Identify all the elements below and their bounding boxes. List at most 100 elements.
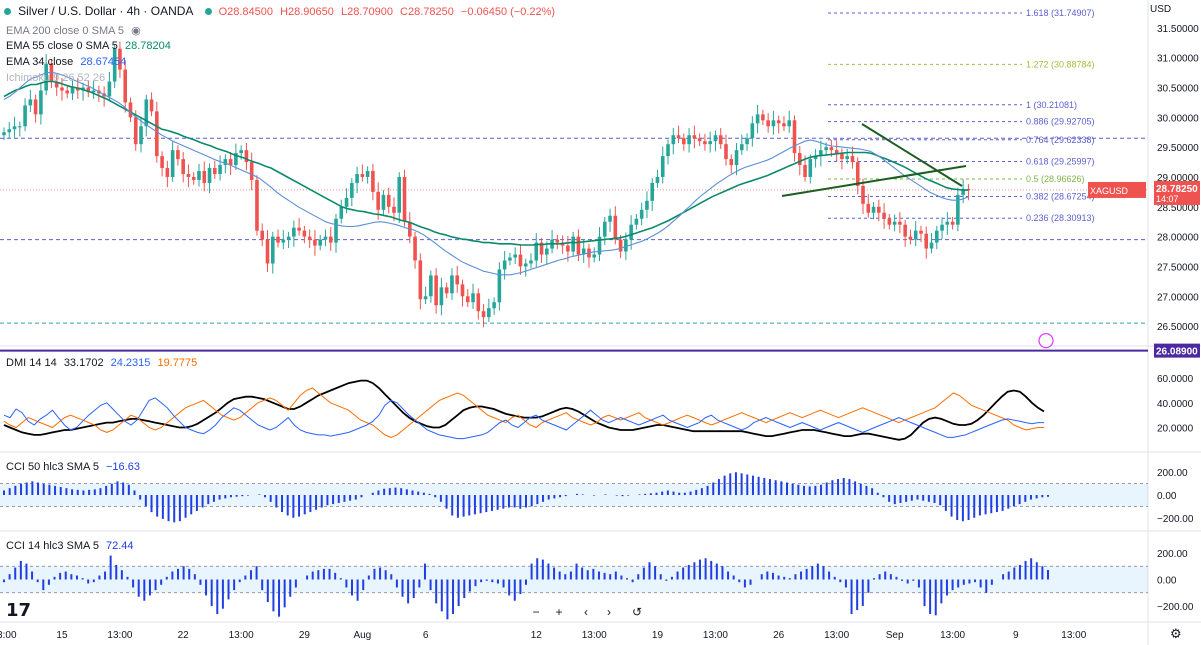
candle-body — [44, 63, 48, 91]
candle-body — [28, 99, 33, 106]
symbol-title[interactable]: Silver / U.S. Dollar · 4h · OANDA — [18, 4, 194, 18]
candle-body — [581, 248, 586, 255]
legend-ema55[interactable]: EMA 55 close 0 SMA 5 28.78204 — [6, 40, 175, 52]
price-tick-label: 30.00000 — [1157, 113, 1199, 124]
candle-body — [755, 114, 760, 124]
candle-body — [413, 236, 417, 261]
candle-body — [307, 236, 312, 240]
candle-body — [745, 138, 749, 145]
candle-body — [487, 308, 491, 318]
candle-body — [592, 254, 597, 258]
close-value: C28.78250 — [400, 6, 454, 18]
legend-cci50[interactable]: CCI 50 hlc3 SMA 5 −16.63 — [6, 461, 144, 473]
price-tick-label: 26.50000 — [1157, 322, 1199, 333]
dmi-line-minus — [3, 387, 1044, 438]
ema55-label: EMA 55 close 0 SMA 5 — [6, 40, 118, 52]
candle-body — [133, 117, 138, 145]
high-value: H28.90650 — [280, 6, 334, 18]
ema55-value: 28.78204 — [124, 40, 171, 52]
candle-body — [502, 260, 507, 270]
cci14-label: CCI 14 hlc3 SMA 5 — [6, 540, 99, 552]
candle-body — [908, 236, 913, 240]
time-tick-label: Sep — [886, 630, 904, 641]
price-tick-label: 31.50000 — [1157, 24, 1199, 35]
candle-body — [70, 87, 75, 94]
candle-body — [787, 120, 792, 127]
fib-label: 0.886 (29.92705) — [1026, 117, 1095, 127]
legend-ema34[interactable]: EMA 34 close 28.67454 — [6, 56, 130, 68]
candle-body — [91, 90, 96, 93]
candle-body — [355, 174, 359, 183]
candle-body — [313, 239, 317, 246]
candle-body — [7, 129, 12, 133]
scroll-left-button[interactable]: ‹ — [577, 603, 595, 621]
candle-body — [808, 159, 813, 177]
zoom-out-button[interactable]: − — [527, 603, 545, 621]
candle-body — [792, 120, 797, 154]
candle-body — [834, 150, 839, 154]
legend-dmi[interactable]: DMI 14 14 33.1702 24.2315 19.7775 — [6, 357, 201, 369]
candle-body — [186, 174, 191, 177]
candle-body — [54, 81, 59, 88]
candle-body — [803, 165, 807, 177]
price-tick-label: 30.50000 — [1157, 84, 1199, 95]
time-tick-label: 13:00 — [824, 630, 849, 641]
tradingview-logo-icon[interactable]: 17 — [6, 600, 32, 621]
candle-body — [950, 221, 955, 225]
candle-body — [139, 126, 143, 145]
ema34-label: EMA 34 close — [6, 56, 74, 68]
time-axis[interactable]: 13:00 15 13:00 22 13:00 29 Aug 6 12 13:00 19 13:00 2… — [0, 630, 1087, 641]
cci50-pane — [0, 472, 1148, 523]
candle-body — [260, 230, 265, 240]
dmi-tick-label: 40.0000 — [1157, 399, 1194, 410]
candle-body — [676, 135, 681, 139]
candle-body — [877, 206, 881, 213]
candle-body — [523, 263, 528, 267]
currency-label[interactable]: USD — [1150, 4, 1172, 15]
candle-body — [39, 90, 43, 115]
time-tick-label: 6 — [423, 630, 429, 641]
candle-body — [645, 200, 649, 210]
candle-body — [750, 123, 755, 139]
candle-body — [855, 162, 860, 186]
candle-body — [339, 206, 344, 219]
candle-body — [639, 209, 644, 219]
candle-body — [629, 224, 633, 240]
legend-ichimoku[interactable]: Ichimoku 9 26 52 26 — [6, 72, 109, 84]
legend-cci14[interactable]: CCI 14 hlc3 SMA 5 72.44 — [6, 540, 138, 552]
scroll-right-button[interactable]: › — [600, 603, 618, 621]
candle-body — [228, 159, 233, 166]
time-tick-label: 13:00 — [703, 630, 728, 641]
candle-body — [666, 144, 670, 157]
candle-body — [292, 227, 296, 237]
dmi-tick-label: 60.0000 — [1157, 374, 1194, 385]
candle-body — [33, 99, 38, 115]
candle-body — [776, 120, 781, 124]
candle-body — [940, 224, 944, 231]
candle-body — [386, 194, 391, 207]
candle-body — [65, 90, 70, 94]
zoom-in-button[interactable]: + — [550, 603, 568, 621]
candle-body — [302, 230, 307, 237]
candle-body — [23, 105, 27, 127]
dmi-minus-value: 19.7775 — [157, 357, 198, 369]
ema-line — [3, 72, 969, 276]
settings-gear-icon[interactable]: ⚙ — [1170, 626, 1182, 641]
candle-body — [392, 206, 396, 213]
eye-icon[interactable]: ◉ — [131, 25, 141, 37]
candle-body — [771, 120, 776, 127]
candle-body — [2, 132, 6, 136]
cci-tick-label: 0.00 — [1157, 491, 1177, 502]
price-axis[interactable]: 31.50000 31.00000 30.50000 30.00000 29.50000… — [1157, 24, 1199, 613]
reset-chart-button[interactable]: ↺ — [628, 603, 646, 621]
candle-body — [439, 287, 444, 306]
candle-body — [513, 254, 517, 258]
fib-label: 1 (30.21081) — [1026, 100, 1077, 110]
candle-body — [197, 171, 201, 180]
symbol-tag — [1088, 181, 1146, 198]
candle-body — [871, 206, 876, 213]
low-value: L28.70900 — [340, 6, 393, 18]
legend-ema200[interactable]: EMA 200 close 0 SMA 5 ◉ — [6, 24, 145, 37]
